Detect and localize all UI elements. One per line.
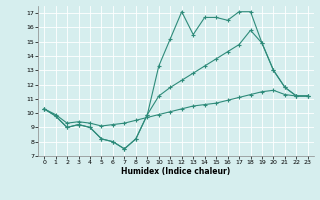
X-axis label: Humidex (Indice chaleur): Humidex (Indice chaleur): [121, 167, 231, 176]
